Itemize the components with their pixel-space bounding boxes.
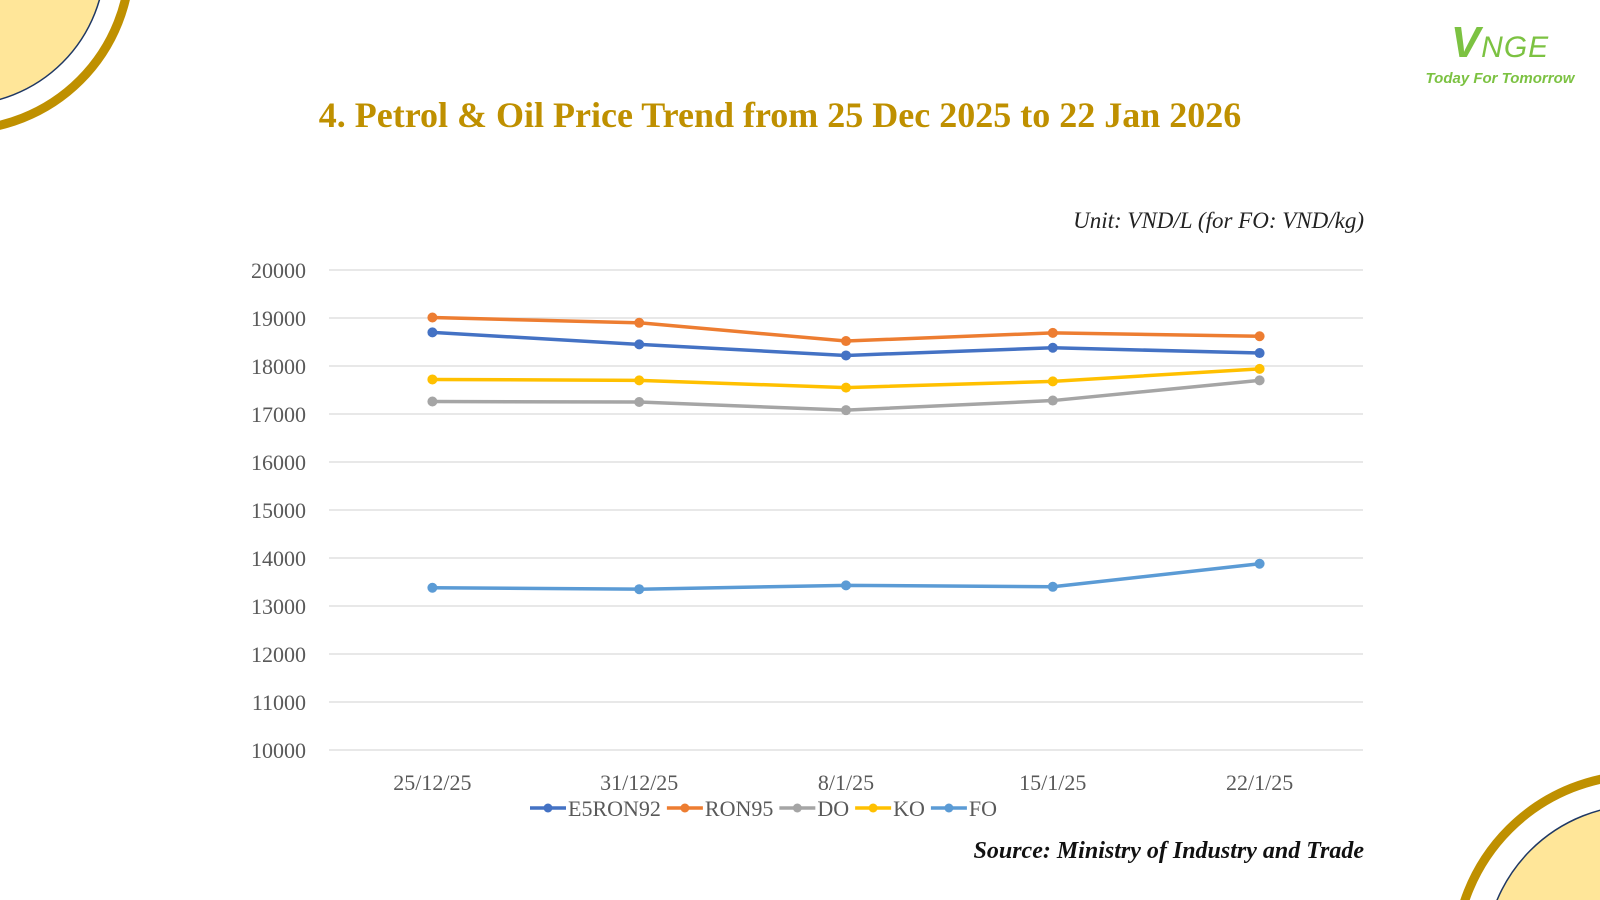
unit-note: Unit: VND/L (for FO: VND/kg) <box>1073 208 1364 233</box>
data-point-ko <box>1254 363 1265 374</box>
y-tick-label: 19000 <box>251 306 306 331</box>
x-tick-label: 8/1/25 <box>818 770 874 795</box>
page-title: 4. Petrol & Oil Price Trend from 25 Dec … <box>318 95 1242 135</box>
decorative-corner-bottom-right <box>1460 774 1600 900</box>
decorative-corner-top-left <box>0 0 130 130</box>
y-tick-label: 18000 <box>251 354 306 379</box>
x-tick-label: 25/12/25 <box>393 770 471 795</box>
legend-label-ron95: RON95 <box>705 796 773 821</box>
data-point-fo <box>841 580 851 591</box>
y-tick-label: 20000 <box>251 258 306 283</box>
y-tick-label: 17000 <box>251 402 306 427</box>
data-point-e5ron92 <box>1047 342 1058 353</box>
y-tick-label: 16000 <box>251 450 306 475</box>
data-point-e5ron92 <box>634 339 645 350</box>
data-point-e5ron92 <box>427 327 438 338</box>
logo-text: NGE <box>1481 31 1550 64</box>
data-point-fo <box>634 584 645 595</box>
data-point-do <box>1047 395 1058 406</box>
y-tick-label: 13000 <box>251 594 306 619</box>
data-point-e5ron92 <box>841 350 851 361</box>
legend-marker-ko <box>868 803 878 813</box>
y-tick-label: 15000 <box>251 498 306 523</box>
legend-label-ko: KO <box>893 796 925 821</box>
source-note: Source: Ministry of Industry and Trade <box>973 838 1365 864</box>
data-point-ron95 <box>634 317 645 328</box>
legend-label-do: DO <box>817 796 849 821</box>
data-point-do <box>427 396 438 407</box>
data-point-do <box>841 405 851 416</box>
vnge-logo: VNGE Today For Tomorrow <box>1405 18 1595 87</box>
data-point-fo <box>1047 581 1058 592</box>
data-point-e5ron92 <box>1254 348 1265 359</box>
x-tick-label: 15/1/25 <box>1019 770 1086 795</box>
data-point-ko <box>427 374 438 385</box>
data-point-ko <box>1047 376 1058 387</box>
data-point-ron95 <box>1254 331 1265 342</box>
x-tick-label: 22/1/25 <box>1226 770 1293 795</box>
logo-v: V <box>1450 18 1482 67</box>
legend-marker-e5ron92 <box>543 803 553 813</box>
data-point-ko <box>841 382 851 393</box>
legend-marker-fo <box>944 803 954 813</box>
x-tick-label: 31/12/25 <box>600 770 678 795</box>
logo-tagline: Today For Tomorrow <box>1425 70 1575 87</box>
legend-marker-ron95 <box>680 803 690 813</box>
data-point-do <box>634 397 645 407</box>
y-tick-label: 14000 <box>251 546 306 571</box>
logo-mark: VNGE <box>1405 18 1595 68</box>
data-point-ron95 <box>841 336 851 347</box>
y-tick-label: 12000 <box>251 642 306 667</box>
data-point-ron95 <box>1047 327 1058 338</box>
data-point-fo <box>1254 558 1265 569</box>
data-point-fo <box>427 582 438 593</box>
data-point-ron95 <box>427 312 438 323</box>
legend-marker-do <box>792 803 802 813</box>
data-point-do <box>1254 375 1265 386</box>
data-point-ko <box>634 375 645 386</box>
y-tick-label: 11000 <box>252 690 306 715</box>
y-tick-label: 10000 <box>251 738 306 763</box>
legend-label-fo: FO <box>969 796 997 821</box>
legend-label-e5ron92: E5RON92 <box>568 796 661 821</box>
